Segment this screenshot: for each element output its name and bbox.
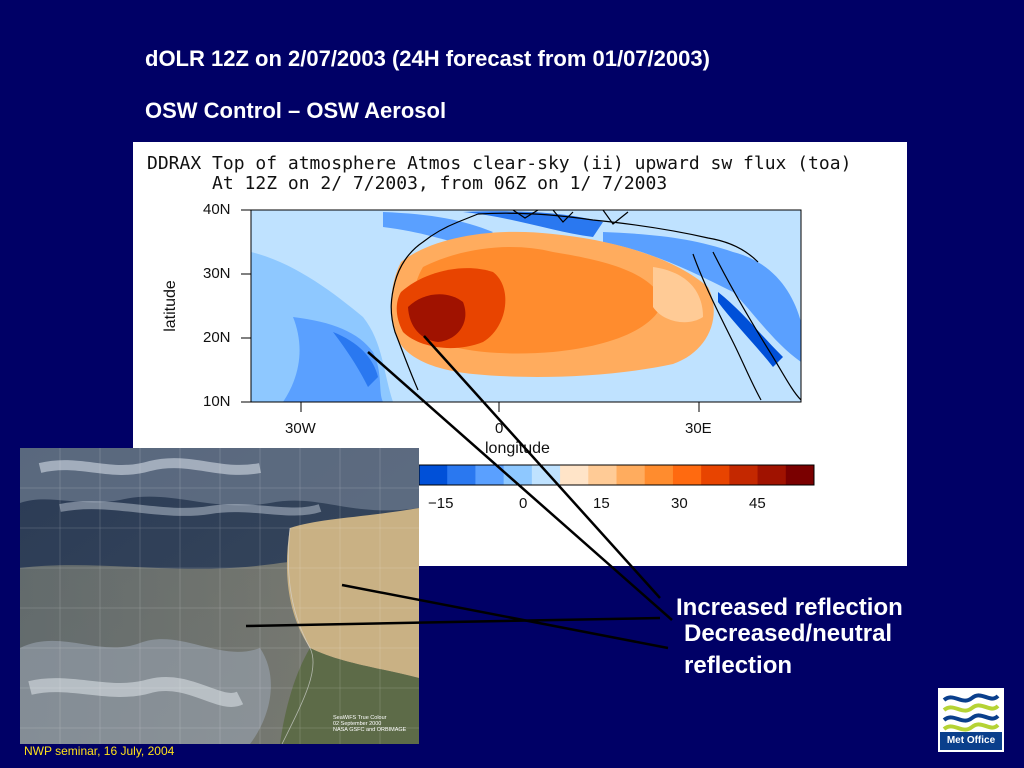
lon-tick-30w: 30W: [285, 420, 316, 437]
colorbar-segment: [785, 465, 815, 485]
y-axis-label: latitude: [161, 280, 179, 332]
slide-footer: NWP seminar, 16 July, 2004: [24, 744, 175, 758]
photo-caption-line3: NASA GSFC and ORBIMAGE: [333, 727, 407, 733]
colorbar-segment: [531, 465, 561, 485]
colorbar-tick-45: 45: [749, 495, 766, 512]
colorbar-tick-15: 15: [593, 495, 610, 512]
colorbar-segment: [757, 465, 787, 485]
met-office-logo: Met Office: [938, 688, 1004, 752]
map-header: DDRAX Top of atmosphere Atmos clear-sky …: [147, 154, 851, 194]
slide-title: dOLR 12Z on 2/07/2003 (24H forecast from…: [145, 46, 710, 71]
colorbar-segment: [588, 465, 617, 485]
colorbar-segment: [503, 465, 533, 485]
colorbar-segment: [616, 465, 646, 485]
lat-tick-20n: 20N: [203, 329, 231, 346]
colorbar-segment: [729, 465, 759, 485]
colorbar-segment: [447, 465, 476, 485]
map-header-line1: DDRAX Top of atmosphere Atmos clear-sky …: [147, 153, 852, 174]
flux-difference-map: DDRAX Top of atmosphere Atmos clear-sky …: [133, 142, 907, 566]
colorbar-segment: [701, 465, 730, 485]
satellite-photo: SeaWiFS True Colour 02 September 2000 NA…: [20, 448, 419, 744]
colorbar-segment: [419, 465, 448, 485]
lat-tick-40n: 40N: [203, 201, 231, 218]
lon-tick-30e: 30E: [685, 420, 712, 437]
photo-caption-line1: SeaWiFS True Colour: [333, 715, 387, 721]
colorbar-tick-minus15: −15: [428, 495, 454, 512]
photo-grid: [20, 448, 419, 744]
callout-increased-reflection: Increased reflection: [676, 594, 903, 621]
colorbar-segment: [475, 465, 505, 485]
colorbar-tick-30: 30: [671, 495, 688, 512]
lon-tick-0: 0: [495, 420, 504, 437]
met-office-logo-label: Met Office: [940, 732, 1002, 750]
map-field: [251, 210, 801, 402]
met-office-wave-icon: [942, 693, 1000, 732]
colorbar: [419, 465, 815, 485]
colorbar-segment: [560, 465, 589, 485]
lat-tick-10n: 10N: [203, 393, 231, 410]
callout-decreased-reflection: Decreased/neutral: [684, 620, 893, 647]
colorbar-segment: [644, 465, 674, 485]
map-graphic: [241, 209, 815, 486]
map-header-line2: At 12Z on 2/ 7/2003, from 06Z on 1/ 7/20…: [147, 173, 668, 194]
x-axis-label: longitude: [485, 440, 550, 457]
slide-subtitle: OSW Control – OSW Aerosol: [145, 98, 447, 123]
lat-tick-30n: 30N: [203, 265, 231, 282]
colorbar-segment: [672, 465, 702, 485]
colorbar-tick-0: 0: [519, 495, 528, 512]
photo-caption-line2: 02 September 2000: [333, 721, 381, 727]
callout-decreased-reflection-line2: reflection: [684, 652, 793, 679]
